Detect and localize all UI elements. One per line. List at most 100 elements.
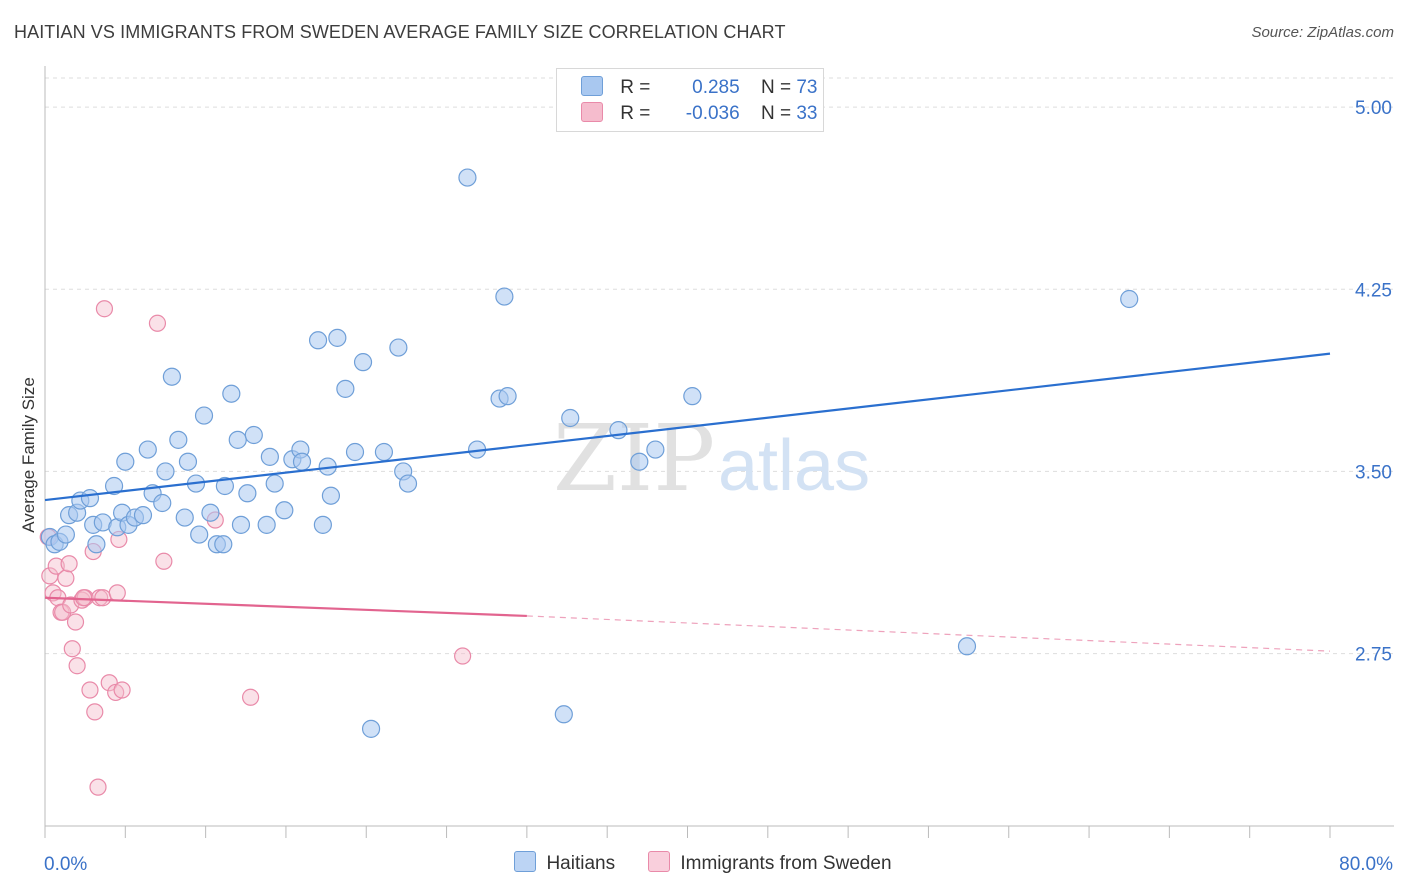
haitians-point xyxy=(345,442,365,462)
haitians-point xyxy=(398,474,418,493)
sweden-point xyxy=(74,589,93,607)
haitians-point xyxy=(104,476,124,496)
haitians-point xyxy=(138,440,157,459)
haitians-point xyxy=(554,705,573,724)
gridlines xyxy=(45,77,1394,655)
haitians-point xyxy=(215,476,234,496)
haitians-point xyxy=(495,287,514,306)
y-tick-label: 5.00 xyxy=(1355,98,1392,119)
chart-title: HAITIAN VS IMMIGRANTS FROM SWEDEN AVERAG… xyxy=(14,22,786,42)
legend-n-value: 73 xyxy=(796,77,818,98)
legend-swatch-sweden xyxy=(648,851,671,872)
x-tick-label: 80.0% xyxy=(1339,854,1393,875)
haitians-series xyxy=(40,168,1139,738)
haitians-point xyxy=(190,525,209,544)
haitians-point xyxy=(178,452,198,471)
haitians-point xyxy=(353,353,373,372)
haitians-point xyxy=(244,425,263,445)
haitians-point xyxy=(313,515,332,534)
watermark-atlas: atlas xyxy=(718,426,870,506)
haitians-point xyxy=(228,430,247,449)
haitians-point xyxy=(169,430,188,449)
haitians-point xyxy=(156,462,175,481)
sweden-point xyxy=(62,596,80,614)
sweden-point xyxy=(57,569,75,587)
y-axis-title: Average Family Size xyxy=(19,377,38,533)
haitians-point xyxy=(257,515,276,534)
haitians-point xyxy=(646,440,665,459)
series-legend: Haitians Immigrants from Sweden xyxy=(0,851,1406,875)
sweden-point xyxy=(68,657,86,675)
haitians-point xyxy=(214,535,233,554)
haitians-point xyxy=(389,338,408,357)
axis-labels: 2.75 3.50 4.25 5.00 0.0% 80.0% Average Family … xyxy=(19,98,1393,875)
legend-item-sweden: Immigrants from Sweden xyxy=(648,851,892,875)
sweden-point xyxy=(95,300,114,318)
legend-swatch-sweden xyxy=(581,102,603,122)
sweden-point xyxy=(63,640,81,658)
sweden-point xyxy=(454,647,472,665)
haitians-point xyxy=(116,452,135,471)
haitians-point xyxy=(361,719,381,738)
haitians-point xyxy=(175,508,194,527)
sweden-point xyxy=(100,674,118,692)
source-label: Source: ZipAtlas.com xyxy=(1251,24,1394,41)
legend-swatch-haitians xyxy=(514,851,537,872)
haitians-point xyxy=(321,486,341,505)
haitians-point xyxy=(238,484,257,503)
legend-item-haitians: Haitians xyxy=(514,851,615,875)
legend-label-haitians: Haitians xyxy=(546,853,616,874)
haitians-point xyxy=(260,447,279,466)
haitians-point xyxy=(265,474,284,493)
haitians-point xyxy=(308,331,328,350)
legend-label-sweden: Immigrants from Sweden xyxy=(680,853,892,874)
sweden-point xyxy=(155,552,173,570)
y-tick-label: 4.25 xyxy=(1355,280,1392,301)
haitians-point xyxy=(153,493,172,513)
sweden-trend-line xyxy=(44,596,527,618)
haitians-point xyxy=(87,535,106,554)
sweden-point xyxy=(94,589,112,607)
legend-row-sweden: R = -0.036 N = 33 xyxy=(581,102,817,126)
haitians-point xyxy=(194,406,214,425)
sweden-trend-line-extension xyxy=(526,615,1331,652)
y-tick-label: 2.75 xyxy=(1355,645,1392,666)
legend-r-value: 0.285 xyxy=(692,77,740,98)
legend-row-haitians: R = 0.285 N = 73 xyxy=(581,76,817,100)
y-tick-label: 3.50 xyxy=(1355,462,1392,483)
legend-swatch-haitians xyxy=(581,76,603,96)
haitians-point xyxy=(80,489,100,508)
haitians-point xyxy=(1120,289,1139,309)
haitians-point xyxy=(328,328,347,347)
x-tick-label: 0.0% xyxy=(44,854,87,875)
haitians-point xyxy=(231,515,251,534)
haitians-point xyxy=(292,452,312,471)
axes xyxy=(44,66,1394,838)
sweden-point xyxy=(148,314,167,332)
haitians-point xyxy=(374,442,394,462)
watermark: ZIP atlas xyxy=(553,405,870,512)
haitians-point xyxy=(957,637,977,656)
haitians-point xyxy=(630,452,649,471)
haitians-point xyxy=(336,379,355,398)
legend-r-label: R = xyxy=(620,103,651,124)
sweden-point xyxy=(66,613,85,631)
sweden-point xyxy=(81,681,99,699)
haitians-point xyxy=(275,501,294,520)
legend-n-value: 33 xyxy=(796,103,818,124)
haitians-trend-line xyxy=(44,352,1331,502)
haitians-point xyxy=(498,387,517,406)
haitians-point xyxy=(201,503,220,522)
sweden-point xyxy=(60,555,78,573)
legend-r-value: -0.036 xyxy=(685,103,740,124)
legend-n-label: N = xyxy=(760,103,792,124)
legend-r-label: R = xyxy=(620,77,651,98)
haitians-point xyxy=(683,387,702,406)
sweden-point xyxy=(89,778,107,796)
sweden-point xyxy=(242,688,260,706)
sweden-point xyxy=(108,584,126,602)
trend-lines xyxy=(44,352,1331,652)
sweden-point xyxy=(113,681,131,699)
haitians-point xyxy=(133,506,153,525)
